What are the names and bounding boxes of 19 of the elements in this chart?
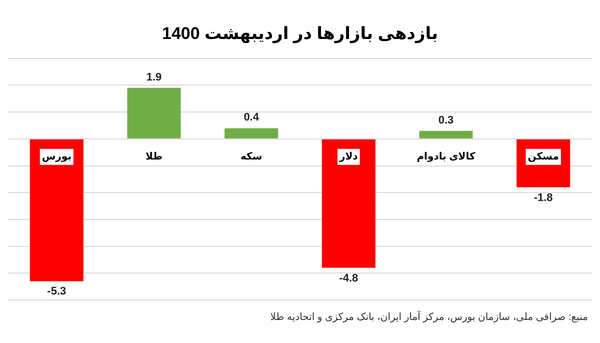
data-label: 0.4: [244, 112, 260, 124]
bar: [224, 128, 278, 138]
data-label: -1.8: [534, 192, 553, 204]
data-label: 1.9: [146, 71, 162, 84]
bar: [30, 139, 84, 282]
x-tick-label: سکه: [240, 152, 262, 163]
x-tick-label: دلار: [338, 152, 358, 163]
data-label: -5.3: [47, 286, 66, 298]
x-tick-label: طلا: [145, 152, 163, 163]
x-tick-label: مسکن: [528, 152, 559, 163]
x-tick-label: کالای بادوام: [416, 152, 476, 163]
text: منبع: صرافی ملی، سازمان بورس، مرکز آمار ایران، بانک مرکزی و اتحادیه طلا: [269, 312, 589, 323]
data-label: -4.8: [339, 272, 358, 284]
bar: [127, 88, 181, 138]
data-label: 0.3: [438, 114, 454, 126]
chart-title: بازدهی بازارها در اردیبهشت 1400: [162, 24, 438, 44]
bar: [419, 130, 473, 138]
x-tick-label: بورس: [42, 152, 72, 163]
bar: [322, 139, 376, 268]
